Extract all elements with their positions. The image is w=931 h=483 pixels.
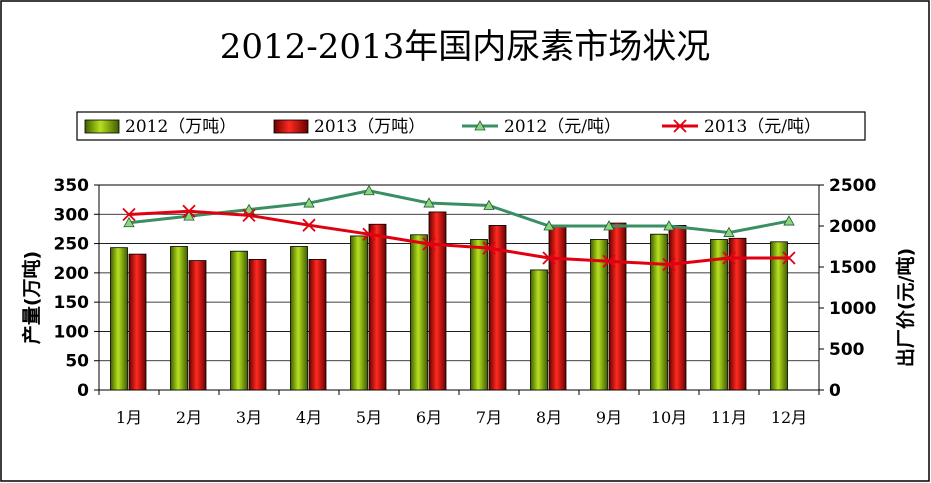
point-2013-price bbox=[482, 241, 496, 255]
y-right-tick-label: 1000 bbox=[829, 299, 876, 319]
bar-2012 bbox=[650, 233, 668, 391]
y-left-tick-label: 50 bbox=[65, 352, 89, 372]
point-2013-price bbox=[182, 204, 196, 218]
point-2012-price bbox=[783, 215, 795, 226]
point-2012-price bbox=[423, 197, 435, 208]
bar-2012 bbox=[770, 241, 788, 391]
bar-2012 bbox=[710, 239, 728, 391]
bar-2012 bbox=[590, 239, 608, 391]
y-left-tick-label: 300 bbox=[54, 205, 90, 225]
bar-2012 bbox=[110, 247, 128, 391]
point-2012-price bbox=[663, 220, 675, 231]
y-right-tick-label: 2000 bbox=[829, 217, 876, 237]
bar-2013 bbox=[608, 222, 627, 391]
bar-2012 bbox=[470, 239, 488, 391]
point-2013-price bbox=[722, 251, 736, 265]
legend-marker bbox=[474, 120, 486, 131]
bar-2013 bbox=[428, 211, 447, 391]
y-left-tick-label: 350 bbox=[54, 176, 90, 196]
y-axis-right-title: 出厂价(元/吨) bbox=[894, 248, 917, 367]
bar-2012 bbox=[410, 234, 428, 391]
point-2013-price bbox=[362, 227, 376, 241]
point-2012-price bbox=[363, 184, 375, 196]
x-tick-label: 2月 bbox=[176, 408, 202, 427]
bar-2013 bbox=[728, 237, 747, 391]
point-2012-price bbox=[603, 220, 615, 231]
point-2012-price bbox=[123, 216, 135, 228]
point-2013-price bbox=[602, 254, 616, 268]
bar-2012 bbox=[170, 246, 188, 391]
legend-swatch bbox=[84, 119, 120, 134]
legend-marker bbox=[673, 119, 687, 133]
point-2012-price bbox=[303, 197, 315, 208]
legend-label: 2013（元/吨） bbox=[704, 117, 821, 137]
bar-2013 bbox=[128, 253, 147, 391]
point-2012-price bbox=[723, 226, 735, 237]
x-tick-label: 5月 bbox=[356, 408, 382, 427]
y-left-tick-label: 100 bbox=[54, 322, 90, 342]
bar-2012 bbox=[350, 235, 368, 391]
legend-swatch bbox=[273, 119, 309, 134]
chart-title: 2012-2013年国内尿素市场状况 bbox=[220, 27, 711, 67]
x-tick-label: 6月 bbox=[416, 408, 442, 427]
bar-2013 bbox=[668, 225, 687, 391]
x-tick-label: 8月 bbox=[536, 408, 562, 427]
x-tick-label: 12月 bbox=[771, 408, 807, 427]
x-tick-label: 3月 bbox=[236, 408, 262, 427]
y-right-tick-label: 1500 bbox=[829, 258, 876, 278]
bar-2012 bbox=[530, 269, 548, 391]
y-left-tick-label: 250 bbox=[54, 235, 90, 255]
point-2013-price bbox=[782, 251, 796, 265]
point-2013-price bbox=[242, 208, 256, 222]
x-tick-label: 10月 bbox=[651, 408, 687, 427]
bar-2012 bbox=[230, 250, 248, 391]
legend-label: 2012（万吨） bbox=[125, 117, 236, 137]
point-2013-price bbox=[302, 218, 316, 232]
bar-2013 bbox=[548, 225, 567, 391]
x-tick-label: 11月 bbox=[711, 408, 747, 427]
y-left-tick-label: 150 bbox=[54, 293, 90, 313]
bar-2013 bbox=[308, 258, 327, 391]
y-left-tick-label: 200 bbox=[54, 264, 90, 284]
point-2013-price bbox=[422, 237, 436, 251]
y-right-tick-label: 2500 bbox=[829, 176, 876, 196]
y-axis-left-title: 产量(万吨) bbox=[20, 251, 43, 344]
bar-2012 bbox=[290, 246, 308, 391]
bar-2013 bbox=[488, 225, 507, 391]
x-tick-label: 7月 bbox=[476, 408, 502, 427]
point-2013-price bbox=[662, 257, 676, 272]
point-2012-price bbox=[543, 220, 555, 231]
legend-label: 2013（万吨） bbox=[314, 117, 425, 137]
point-2013-price bbox=[122, 207, 136, 222]
x-tick-label: 9月 bbox=[596, 408, 622, 427]
y-right-tick-label: 500 bbox=[829, 340, 865, 360]
legend: 2012（万吨） 2013（万吨） 2012（元/吨） 2013（元/吨） bbox=[76, 111, 866, 141]
bar-2013 bbox=[368, 223, 387, 391]
bar-2013 bbox=[248, 258, 267, 391]
plot-frame bbox=[98, 184, 820, 391]
y-right-tick-label: 0 bbox=[829, 381, 841, 401]
point-2013-price bbox=[542, 251, 556, 265]
price-line-2012 bbox=[128, 189, 790, 235]
y-left-tick-label: 0 bbox=[77, 381, 89, 401]
point-2012-price bbox=[243, 203, 255, 215]
point-2012-price bbox=[183, 210, 195, 221]
bar-2013 bbox=[188, 260, 207, 391]
plot-area bbox=[94, 184, 824, 395]
x-tick-label: 4月 bbox=[296, 408, 322, 427]
x-tick-label: 1月 bbox=[116, 408, 142, 427]
point-2012-price bbox=[483, 199, 495, 210]
legend-label: 2012（元/吨） bbox=[504, 117, 621, 137]
price-line-2013 bbox=[128, 209, 789, 267]
